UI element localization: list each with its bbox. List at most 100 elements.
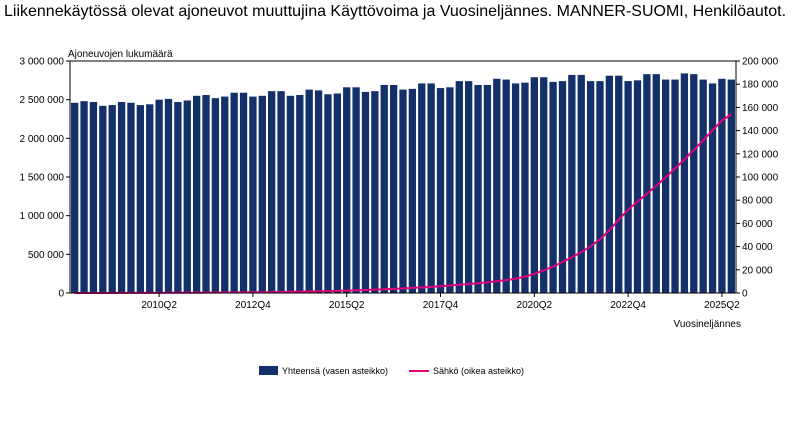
x-tick-label: 2025Q2 bbox=[704, 300, 740, 311]
bar bbox=[146, 104, 154, 293]
y-left-tick-label: 3 000 000 bbox=[20, 57, 65, 68]
x-tick-label: 2012Q4 bbox=[235, 300, 271, 311]
bar bbox=[192, 95, 201, 293]
bar bbox=[249, 96, 257, 293]
bar bbox=[465, 81, 473, 293]
y-left-tick-label: 1 000 000 bbox=[20, 211, 65, 222]
x-tick-label: 2015Q2 bbox=[329, 300, 365, 311]
bar bbox=[239, 92, 248, 294]
legend: Yhteensä (vasen asteikko) Sähkö (oikea a… bbox=[259, 366, 524, 376]
axes: 0 500 000 1 000 000 1 500 000 2 000 000 2 500… bbox=[20, 57, 779, 312]
y-right-tick-label: 180 000 bbox=[742, 80, 779, 91]
bar bbox=[708, 83, 717, 294]
bar bbox=[314, 90, 323, 293]
y-right-tick-label: 100 000 bbox=[742, 173, 779, 184]
bar bbox=[80, 101, 88, 294]
x-tick-label: 2017Q4 bbox=[423, 300, 459, 311]
bar bbox=[540, 77, 548, 294]
bar bbox=[333, 93, 341, 293]
bar bbox=[483, 84, 492, 293]
y-right-tick-label: 40 000 bbox=[742, 242, 773, 253]
y-left-tick-label: 500 000 bbox=[28, 250, 65, 261]
legend-label-electric: Sähkö (oikea asteikko) bbox=[433, 366, 524, 376]
bar bbox=[211, 98, 220, 294]
y-left-tick-label: 1 500 000 bbox=[20, 173, 65, 184]
bar bbox=[418, 83, 426, 294]
bar bbox=[727, 79, 735, 293]
bar bbox=[586, 81, 595, 293]
x-tick-label: 2020Q2 bbox=[517, 300, 553, 311]
bar bbox=[296, 95, 304, 293]
bar bbox=[164, 98, 173, 293]
bar bbox=[671, 79, 679, 293]
bar bbox=[718, 78, 726, 293]
bar bbox=[568, 74, 576, 293]
y-axis-left-label: Ajoneuvojen lukumäärä bbox=[68, 49, 173, 60]
bar bbox=[446, 87, 454, 293]
y-right-tick-label: 120 000 bbox=[742, 149, 779, 160]
bar bbox=[258, 95, 266, 293]
y-right-tick-label: 20 000 bbox=[742, 265, 773, 276]
bar bbox=[399, 89, 407, 293]
y-right-tick-label: 200 000 bbox=[742, 57, 779, 68]
y-left-tick-label: 0 bbox=[58, 289, 64, 300]
bar bbox=[530, 77, 538, 294]
bar bbox=[324, 94, 332, 293]
bar bbox=[136, 105, 145, 293]
bar-series bbox=[71, 73, 735, 294]
bar bbox=[652, 74, 660, 294]
bar bbox=[202, 95, 210, 293]
bar bbox=[521, 82, 529, 294]
bar bbox=[277, 91, 285, 293]
bar bbox=[221, 96, 229, 293]
bar bbox=[511, 83, 520, 294]
bar bbox=[408, 88, 417, 293]
bar bbox=[558, 81, 567, 293]
bar bbox=[455, 81, 463, 293]
bar bbox=[380, 84, 388, 293]
bar bbox=[699, 79, 707, 293]
bar bbox=[661, 79, 670, 293]
y-left-tick-label: 2 500 000 bbox=[20, 95, 65, 106]
y-right-tick-label: 160 000 bbox=[742, 103, 779, 114]
bar bbox=[633, 80, 642, 293]
bar bbox=[89, 101, 98, 294]
bar bbox=[427, 83, 435, 294]
bar bbox=[690, 74, 698, 294]
bar bbox=[352, 87, 360, 293]
bar bbox=[361, 91, 370, 294]
bar bbox=[305, 89, 313, 293]
bar bbox=[577, 74, 585, 293]
legend-label-total: Yhteensä (vasen asteikko) bbox=[282, 366, 388, 376]
bar bbox=[605, 75, 614, 293]
x-tick-label: 2010Q2 bbox=[141, 300, 177, 311]
bar bbox=[596, 81, 604, 293]
bar bbox=[389, 84, 398, 293]
bar bbox=[108, 105, 116, 293]
bar bbox=[624, 81, 632, 293]
bar bbox=[71, 102, 79, 293]
bar bbox=[436, 88, 445, 293]
bar bbox=[502, 79, 510, 293]
bar bbox=[549, 81, 557, 293]
bar bbox=[155, 99, 163, 293]
y-right-tick-label: 140 000 bbox=[742, 126, 779, 137]
x-tick-label: 2022Q4 bbox=[610, 300, 646, 311]
bar bbox=[99, 105, 107, 293]
bar bbox=[474, 84, 482, 293]
y-right-tick-label: 0 bbox=[742, 289, 748, 300]
y-right-tick-label: 80 000 bbox=[742, 196, 773, 207]
bar bbox=[268, 91, 276, 293]
bar bbox=[286, 95, 295, 293]
bar bbox=[343, 87, 351, 293]
bar bbox=[230, 92, 238, 294]
bar bbox=[174, 101, 182, 294]
bar bbox=[371, 91, 379, 293]
bar bbox=[615, 75, 623, 293]
bar bbox=[680, 73, 689, 294]
x-axis-label: Vuosineljännes bbox=[674, 319, 741, 330]
bar bbox=[493, 78, 501, 293]
bar bbox=[117, 101, 126, 294]
y-left-tick-label: 2 000 000 bbox=[20, 134, 65, 145]
